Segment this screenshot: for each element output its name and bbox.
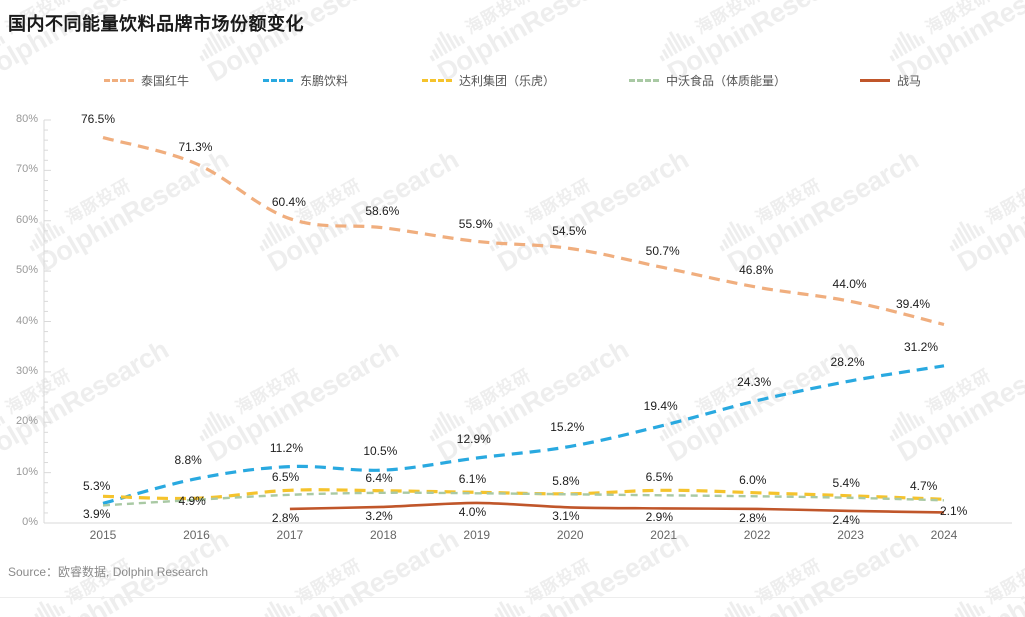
data-label: 5.8% <box>552 473 580 488</box>
legend-label: 战马 <box>897 73 922 88</box>
data-label: 11.2% <box>269 440 304 455</box>
x-axis-tick-label: 2017 <box>276 528 304 542</box>
y-axis-tick-label: 70% <box>15 163 38 176</box>
legend-item-zhongwo[interactable]: 中沃食品（体质能量） <box>629 72 786 89</box>
y-axis-tick-label: 50% <box>15 264 38 277</box>
y-axis-tick-label: 30% <box>15 364 38 377</box>
data-label: 54.5% <box>552 224 587 239</box>
x-axis-tick-label: 2021 <box>650 528 677 542</box>
y-axis-tick-label: 40% <box>15 314 38 327</box>
data-label: 6.5% <box>645 470 674 485</box>
legend-label: 中沃食品（体质能量） <box>666 73 787 88</box>
data-label: 44.0% <box>832 277 867 292</box>
legend-swatch-zhongwo <box>629 78 659 82</box>
x-axis-tick-label: 2018 <box>369 528 397 542</box>
data-label: 2.8% <box>739 510 767 525</box>
data-label: 60.4% <box>271 194 306 209</box>
page-title: 国内不同能量饮料品牌市场份额变化 <box>8 14 304 34</box>
data-label: 4.9% <box>178 494 206 509</box>
data-label: 28.2% <box>830 354 865 369</box>
legend-label: 东鹏饮料 <box>299 73 348 88</box>
data-label: 76.5% <box>81 111 116 126</box>
bottom-divider <box>0 597 1025 598</box>
x-axis-tick-label: 2022 <box>743 528 771 542</box>
data-label: 5.4% <box>832 475 860 490</box>
data-label: 39.4% <box>896 296 931 311</box>
x-axis-tick-label: 2016 <box>183 528 210 542</box>
chart-legend: 泰国红牛 东鹏饮料 达利集团（乐虎） 中沃食品（体质能量） 战马 <box>0 68 1025 92</box>
y-axis-tick-label: 20% <box>15 415 38 428</box>
data-label: 58.6% <box>365 203 400 218</box>
legend-item-thai-red-bull[interactable]: 泰国红牛 <box>103 72 189 89</box>
legend-item-zhanma[interactable]: 战马 <box>860 72 921 89</box>
legend-swatch-dali <box>421 78 452 82</box>
data-label: 8.8% <box>174 452 202 467</box>
data-label: 15.2% <box>550 420 585 435</box>
data-label: 55.9% <box>458 217 493 232</box>
data-label: 3.9% <box>83 507 111 522</box>
legend-item-dali[interactable]: 达利集团（乐虎） <box>421 72 555 89</box>
data-label: 10.5% <box>363 444 398 459</box>
y-axis-tick-label: 0% <box>22 516 38 528</box>
data-label: 3.1% <box>552 509 580 524</box>
y-axis-tick-label: 60% <box>15 213 38 226</box>
x-axis-tick-label: 2015 <box>89 528 117 542</box>
line-chart-svg <box>43 119 1012 524</box>
x-axis-tick-label: 2023 <box>837 528 864 542</box>
legend-swatch-thai-red-bull <box>103 78 134 82</box>
legend-label: 达利集团（乐虎） <box>458 73 555 88</box>
data-label: 71.3% <box>178 139 213 154</box>
data-label: 46.8% <box>739 263 774 278</box>
chart-plot-area <box>0 110 1025 530</box>
data-label: 2.1% <box>940 504 968 519</box>
x-axis-tick-label: 2019 <box>463 528 491 542</box>
legend-item-dongpeng[interactable]: 东鹏饮料 <box>262 72 348 89</box>
legend-label: 泰国红牛 <box>140 73 189 88</box>
series-line <box>102 364 945 505</box>
y-axis-tick-label: 80% <box>15 113 38 125</box>
data-label: 50.7% <box>645 243 680 258</box>
data-label: 24.3% <box>737 374 772 389</box>
series-line <box>102 136 945 327</box>
y-axis-tick-label: 10% <box>15 465 38 478</box>
x-axis-tick-label: 2024 <box>930 528 958 542</box>
series-line <box>102 491 945 507</box>
data-label: 5.3% <box>83 479 111 494</box>
data-label: 2.8% <box>271 510 300 525</box>
data-label: 6.1% <box>458 472 487 487</box>
x-axis-tick-label: 2020 <box>556 528 584 542</box>
legend-swatch-dongpeng <box>262 78 293 82</box>
data-label: 19.4% <box>643 399 678 414</box>
data-label: 31.2% <box>904 339 939 354</box>
data-label: 4.7% <box>910 479 938 494</box>
data-label: 6.4% <box>365 470 393 485</box>
source-note: Source：欧睿数据, Dolphin Research <box>8 565 209 579</box>
data-label: 6.0% <box>739 472 767 487</box>
data-label: 6.5% <box>271 470 300 485</box>
data-label: 4.0% <box>458 504 487 519</box>
data-label: 2.9% <box>645 510 674 525</box>
series-line <box>289 501 945 514</box>
data-label: 2.4% <box>832 512 860 527</box>
data-label: 12.9% <box>456 432 491 447</box>
data-label: 3.2% <box>365 508 393 523</box>
legend-swatch-zhanma <box>860 78 891 82</box>
